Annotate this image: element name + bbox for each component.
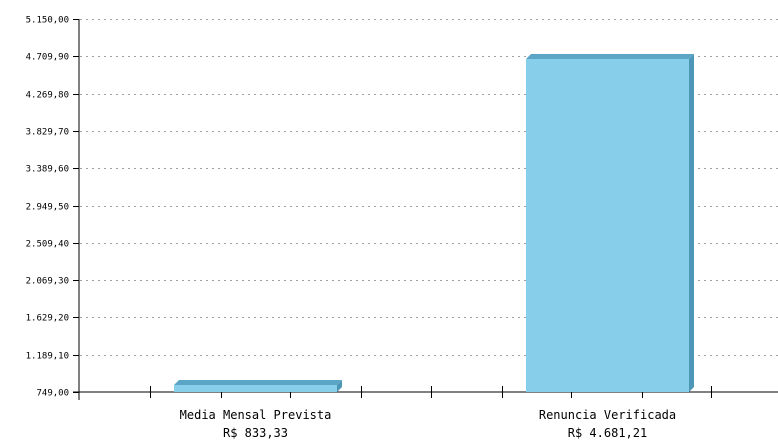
y-tick-label: 3.389,60	[26, 165, 69, 175]
y-tick-label: 2.509,40	[26, 240, 69, 250]
y-tick-label: 4.709,90	[26, 53, 69, 63]
category-label: Media Mensal Prevista	[180, 408, 332, 422]
y-tick-label: 749,00	[36, 389, 69, 399]
y-tick-label: 5.150,00	[26, 16, 69, 26]
category-label: Renuncia Verificada	[539, 408, 676, 422]
bar-top-face	[174, 380, 342, 385]
y-tick-label: 2.949,50	[26, 203, 69, 213]
y-ticks: 749,00 1.189,10 1.629,20 2.069,30 2.509,40 2.…	[26, 16, 79, 399]
bar-side-face	[689, 54, 694, 392]
y-tick-label: 4.269,80	[26, 91, 69, 101]
bar-front-face	[526, 59, 689, 392]
bar	[526, 54, 694, 392]
bar	[174, 380, 342, 392]
category-value-label: R$ 4.681,21	[568, 426, 647, 440]
y-tick-label: 1.189,10	[26, 352, 69, 362]
category-labels: Media Mensal Prevista R$ 833,33 Renuncia V…	[180, 408, 677, 440]
y-tick-label: 2.069,30	[26, 277, 69, 287]
y-tick-label: 3.829,70	[26, 128, 69, 138]
category-value-label: R$ 833,33	[223, 426, 288, 440]
y-tick-label: 1.629,20	[26, 314, 69, 324]
bar-front-face	[174, 385, 337, 392]
bar-top-face	[526, 54, 694, 59]
bars	[174, 54, 694, 392]
